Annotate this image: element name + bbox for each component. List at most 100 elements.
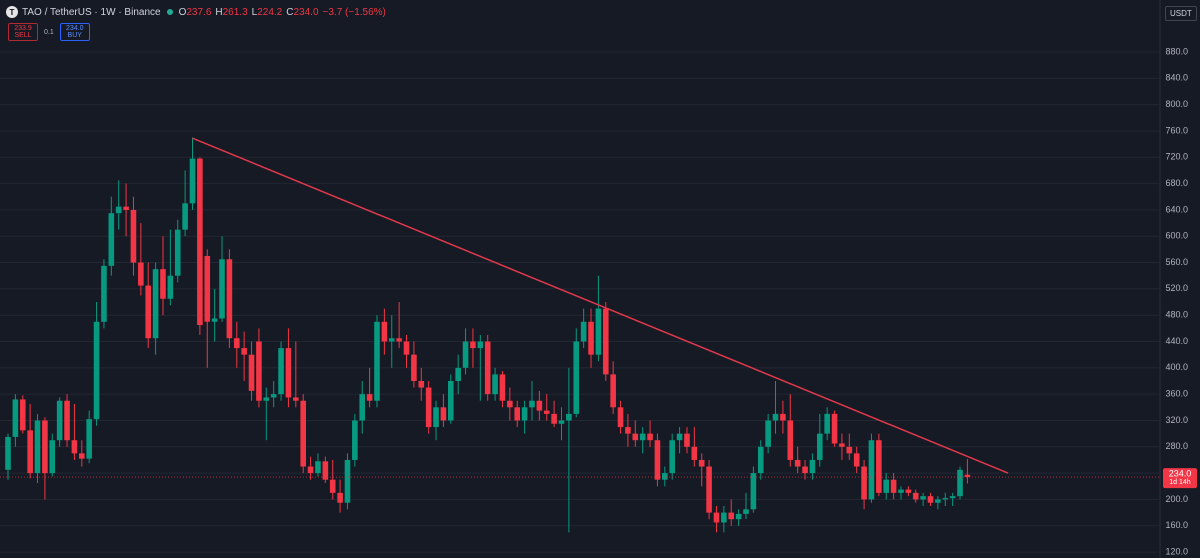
candle-body [743,509,749,514]
candle-body [890,479,897,493]
candle-body [337,492,343,503]
candle-body [352,420,358,460]
candle-body [876,440,882,493]
candle-body [839,443,845,447]
candle-body [108,213,115,266]
y-tick-label: 440.0 [1165,336,1188,346]
y-tick-label: 360.0 [1165,389,1188,399]
candle-body [595,308,602,355]
candle-body [794,459,801,467]
candle-body [115,206,122,214]
candle-body [507,400,513,408]
y-tick-label: 480.0 [1165,310,1188,320]
candle-body [573,341,580,414]
candle-body [189,158,196,204]
candle-body [632,433,639,441]
candle-body [721,512,727,523]
y-tick-label: 760.0 [1165,125,1188,135]
candle-body [780,413,786,421]
candle-body [270,394,277,398]
candle-body [647,433,653,441]
candle-body [366,394,373,401]
candle-body [263,397,270,401]
candle-body [669,440,675,474]
candle-body [927,496,934,503]
header: T TAO / TetherUS · 1W · Binance O237.6 H… [6,6,386,18]
candle-body [27,430,33,474]
y-tick-label: 880.0 [1165,46,1188,56]
buy-button[interactable]: 234.0 BUY [59,23,90,41]
candle-body [440,407,447,421]
candle-body [905,489,912,493]
candle-body [93,321,100,420]
candle-body [625,427,631,434]
symbol[interactable]: TAO / TetherUS · 1W · Binance [22,6,161,18]
candle-body [470,341,476,349]
y-tick-label: 800.0 [1165,99,1188,109]
candle-body [174,229,181,276]
candle-body [964,474,971,478]
candle-body [152,269,159,339]
candle-body [374,321,380,401]
candle-body [765,420,771,447]
candle-body [853,453,860,467]
candle-body [580,321,587,342]
last-price-box [1163,468,1197,489]
y-tick-label: 160.0 [1165,520,1188,530]
ohlc-key: C [286,6,294,18]
candle-body [256,341,262,401]
candle-body [79,453,85,459]
candle-body [588,321,594,355]
candle-body [86,419,92,459]
y-tick-label: 120.0 [1165,546,1188,556]
candle-body [233,338,240,349]
trade-panel: 233.9 SELL 0.1 234.0 BUY [8,23,90,41]
candle-body [787,420,794,460]
candle-body [359,394,366,421]
buy-label: BUY [67,32,82,39]
candle-body [676,433,683,441]
trendline [192,137,1009,474]
candle-body [920,496,926,500]
candle-body [543,410,550,414]
y-tick-label: 560.0 [1165,257,1188,267]
candle-body [293,397,299,401]
candle-body [418,380,425,388]
candle-body [381,321,388,342]
candle-body [817,433,823,460]
candle-body [617,407,624,428]
candle-body [278,348,284,395]
candle-body [536,400,543,411]
candle-body [566,413,572,421]
candle-body [182,203,188,230]
candle-body [861,466,867,500]
candle-body [307,466,314,474]
candle-body [610,374,616,408]
candle-body [101,265,107,322]
candle-body [425,387,432,428]
logo: T [6,6,18,18]
candle-body [433,407,439,428]
candle-body [831,413,838,444]
y-tick-label: 200.0 [1165,494,1188,504]
candle-body [684,433,690,447]
sell-button[interactable]: 233.9 SELL [8,23,38,41]
candle-body [499,374,506,401]
candle-body [757,446,764,474]
ohlc-value: 224.2 [257,6,283,18]
candle-body [241,348,247,355]
last-price-label: 234.0 [1169,468,1192,478]
ohlc-value: 261.3 [222,6,248,18]
candle-body [285,348,292,398]
candle-body [942,498,949,500]
candle-body [138,262,144,286]
candle-body [484,341,491,395]
candle-body [558,420,565,424]
candle-body [204,255,211,322]
candle-body [329,479,336,493]
y-tick-label: 680.0 [1165,178,1188,188]
currency-select[interactable]: USDT [1165,6,1197,21]
candle-body [315,461,321,474]
sell-price: 233.9 [14,25,32,32]
